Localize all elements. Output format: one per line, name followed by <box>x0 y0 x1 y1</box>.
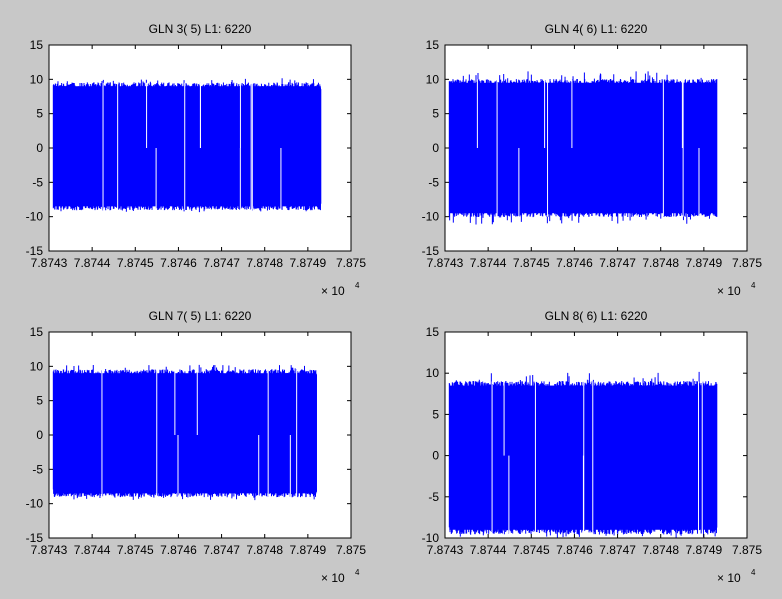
x-tick-label: 7.8744 <box>74 543 111 557</box>
subplot-title: GLN 3( 5) L1: 6220 <box>149 22 252 36</box>
x-multiplier: × 10 <box>321 571 345 585</box>
y-tick-label: -10 <box>26 210 44 224</box>
x-tick-label: 7.8748 <box>642 256 679 270</box>
y-tick-label: -5 <box>32 462 43 476</box>
y-tick-label: 5 <box>432 407 439 421</box>
x-tick-label: 7.8747 <box>599 543 636 557</box>
x-tick-label: 7.8746 <box>556 256 593 270</box>
x-tick-label: 7.8748 <box>246 543 283 557</box>
x-tick-label: 7.8746 <box>160 543 197 557</box>
x-multiplier-exponent: 4 <box>751 281 756 290</box>
axes-frame <box>444 331 748 539</box>
y-tick-label: -5 <box>428 490 439 504</box>
x-tick-label: 7.8745 <box>513 543 550 557</box>
x-tick-label: 7.8743 <box>427 256 464 270</box>
x-tick-label: 7.8747 <box>203 256 240 270</box>
y-tick-label: -10 <box>26 497 44 511</box>
x-tick-label: 7.8749 <box>686 543 723 557</box>
x-tick-label: 7.8744 <box>470 543 507 557</box>
subplot-gln-7: GLN 7( 5) L1: 6220 15 10 5 0 -5 -10 -157.8743 7… <box>26 309 367 585</box>
y-tick-label: 5 <box>36 394 43 408</box>
y-tick-label: -15 <box>422 244 440 258</box>
y-tick-label: 10 <box>30 72 44 86</box>
series-band <box>53 373 317 494</box>
x-tick-label: 7.8749 <box>290 543 327 557</box>
y-tick-label: -15 <box>26 244 44 258</box>
y-tick-label: -5 <box>32 175 43 189</box>
y-tick-label: 15 <box>30 325 44 339</box>
subplot-title: GLN 4( 6) L1: 6220 <box>545 22 648 36</box>
y-tick-label: 0 <box>432 449 439 463</box>
y-tick-label: 5 <box>432 107 439 121</box>
x-tick-label: 7.8743 <box>31 256 68 270</box>
x-tick-label: 7.8749 <box>290 256 327 270</box>
y-tick-label: 0 <box>432 141 439 155</box>
y-tick-label: 15 <box>426 325 440 339</box>
x-multiplier: × 10 <box>321 284 345 298</box>
subplot-gln-4: GLN 4( 6) L1: 6220 15 10 5 0 -5 -10 -157.8743 7… <box>422 22 763 298</box>
x-tick-label: 7.875 <box>336 543 366 557</box>
x-tick-label: 7.8747 <box>203 543 240 557</box>
x-tick-label: 7.8745 <box>117 543 154 557</box>
y-tick-label: -10 <box>422 531 440 545</box>
y-tick-label: 15 <box>30 38 44 52</box>
y-tick-label: -5 <box>428 175 439 189</box>
x-tick-label: 7.8744 <box>470 256 507 270</box>
x-multiplier: × 10 <box>717 284 741 298</box>
x-tick-label: 7.8744 <box>74 256 111 270</box>
x-multiplier: × 10 <box>717 571 741 585</box>
x-tick-label: 7.875 <box>336 256 366 270</box>
y-tick-label: 10 <box>30 359 44 373</box>
x-multiplier-exponent: 4 <box>355 568 360 577</box>
x-tick-label: 7.875 <box>732 256 762 270</box>
x-multiplier-exponent: 4 <box>355 281 360 290</box>
subplot-gln-3: GLN 3( 5) L1: 6220 15 10 5 0 -5 -10 -157.8743 7… <box>26 22 367 298</box>
y-tick-label: 0 <box>36 141 43 155</box>
subplot-title: GLN 8( 6) L1: 6220 <box>545 309 648 323</box>
x-tick-label: 7.8748 <box>246 256 283 270</box>
subplot-title: GLN 7( 5) L1: 6220 <box>149 309 252 323</box>
y-tick-label: -15 <box>26 531 44 545</box>
x-tick-label: 7.875 <box>732 543 762 557</box>
subplot-gln-8: GLN 8( 6) L1: 6220 15 10 5 0 -5 -107.8743 7.87… <box>422 309 763 585</box>
x-tick-label: 7.8749 <box>686 256 723 270</box>
y-tick-label: 5 <box>36 107 43 121</box>
x-tick-label: 7.8747 <box>599 256 636 270</box>
series-band <box>449 82 717 214</box>
x-multiplier-exponent: 4 <box>751 568 756 577</box>
x-tick-label: 7.8743 <box>427 543 464 557</box>
x-tick-label: 7.8745 <box>117 256 154 270</box>
y-tick-label: 15 <box>426 38 440 52</box>
y-tick-label: 10 <box>426 72 440 86</box>
x-tick-label: 7.8748 <box>642 543 679 557</box>
x-tick-label: 7.8743 <box>31 543 68 557</box>
y-tick-label: -10 <box>422 210 440 224</box>
x-tick-label: 7.8746 <box>160 256 197 270</box>
series-band <box>53 86 321 207</box>
y-tick-label: 0 <box>36 428 43 442</box>
x-tick-label: 7.8746 <box>556 543 593 557</box>
y-tick-label: 10 <box>426 366 440 380</box>
x-tick-label: 7.8745 <box>513 256 550 270</box>
